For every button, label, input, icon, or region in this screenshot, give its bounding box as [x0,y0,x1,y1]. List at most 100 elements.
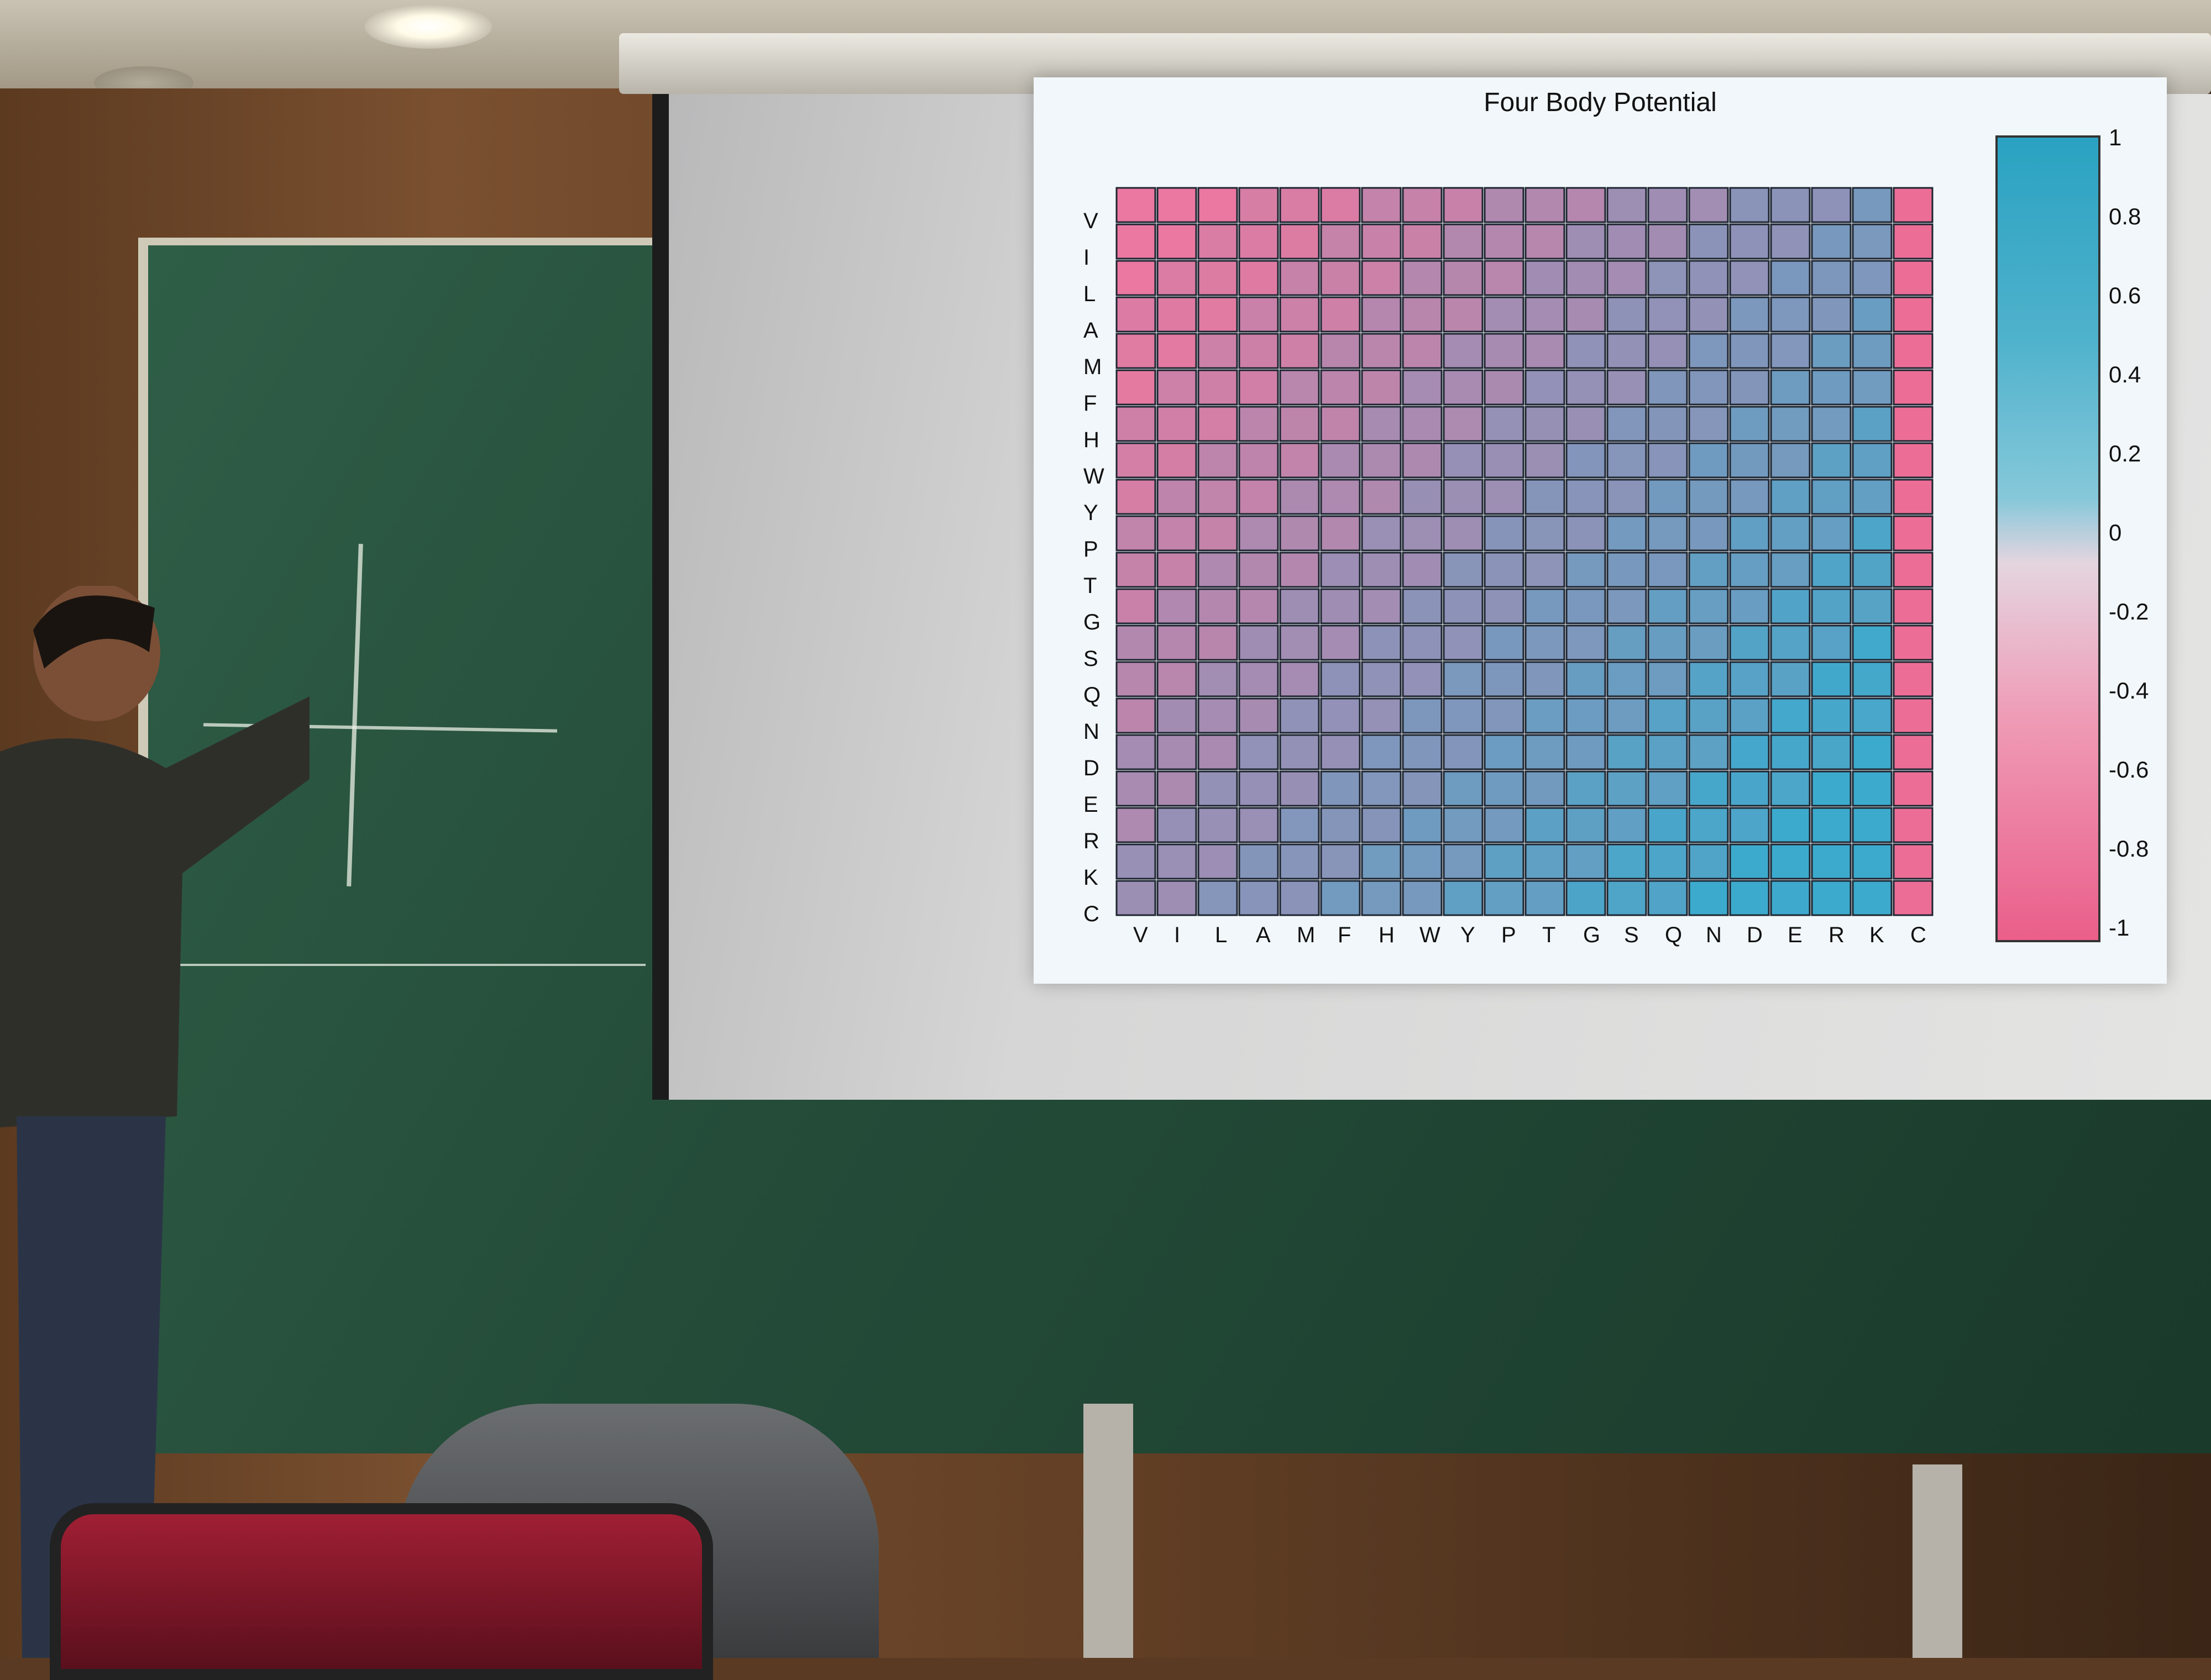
heatmap-cell-F-F [1320,369,1361,406]
heatmap-cell-K-G [1565,843,1606,880]
heatmap-cell-R-F [1320,807,1361,843]
row-label-M: M [1083,355,1102,379]
heatmap-cell-H-A [1238,406,1279,442]
heatmap-cell-H-N [1688,406,1729,442]
heatmap-cell-V-R [1811,187,1852,223]
heatmap-cell-N-A [1238,697,1279,734]
heatmap-cell-F-P [1484,369,1524,406]
heatmap-cell-H-L [1197,406,1238,442]
heatmap-cell-E-L [1197,770,1238,807]
heatmap-cell-S-K [1852,624,1893,661]
heatmap-cell-S-R [1811,624,1852,661]
colorbar-tick-label: 0.8 [2109,203,2141,229]
heatmap-cell-N-W [1402,697,1443,734]
heatmap-cell-Q-L [1197,661,1238,697]
row-label-P: P [1083,537,1098,561]
heatmap-cell-A-N [1688,296,1729,333]
column-label-D: D [1747,923,1763,947]
heatmap-cell-L-A [1238,260,1279,296]
row-label-W: W [1083,464,1104,489]
heatmap-cell-M-G [1565,333,1606,369]
column-label-H: H [1379,923,1395,947]
heatmap-cell-T-S [1606,552,1647,588]
heatmap-cell-A-T [1524,296,1565,333]
chalk-baseline [170,964,646,966]
heatmap-cell-Y-L [1197,479,1238,515]
presenter-shirt [0,696,310,1127]
heatmap-cell-I-M [1279,223,1320,260]
heatmap-cell-R-K [1852,807,1893,843]
heatmap-cell-Q-N [1688,661,1729,697]
heatmap-cell-V-W [1402,187,1443,223]
heatmap-cell-M-T [1524,333,1565,369]
heatmap-cell-H-I [1156,406,1197,442]
heatmap-cell-C-V [1115,880,1156,916]
heatmap-cell-G-F [1320,588,1361,624]
heatmap-cell-E-T [1524,770,1565,807]
heatmap-cell-F-T [1524,369,1565,406]
heatmap-cell-A-H [1361,296,1402,333]
heatmap-cell-V-Q [1647,187,1688,223]
heatmap-cell-M-Y [1443,333,1484,369]
heatmap-cell-P-H [1361,515,1402,552]
heatmap-cell-L-T [1524,260,1565,296]
heatmap-cell-K-A [1238,843,1279,880]
heatmap-cell-R-D [1729,807,1770,843]
heatmap-cell-F-W [1402,369,1443,406]
heatmap-cell-T-T [1524,552,1565,588]
heatmap-cell-G-C [1893,588,1934,624]
heatmap-cell-V-A [1238,187,1279,223]
heatmap-cell-A-C [1893,296,1934,333]
heatmap-cell-E-M [1279,770,1320,807]
heatmap-cell-W-R [1811,442,1852,479]
column-label-R: R [1828,923,1845,947]
heatmap-cell-D-C [1893,734,1934,770]
heatmap-cell-S-Q [1647,624,1688,661]
heatmap-cell-L-N [1688,260,1729,296]
heatmap-cell-G-V [1115,588,1156,624]
heatmap-cell-R-M [1279,807,1320,843]
heatmap-cell-A-V [1115,296,1156,333]
heatmap-cell-T-I [1156,552,1197,588]
heatmap-cell-A-E [1770,296,1811,333]
heatmap-cell-E-H [1361,770,1402,807]
slide-title: Four Body Potential [1484,88,1717,117]
heatmap-cell-S-F [1320,624,1361,661]
row-label-I: I [1083,245,1090,270]
heatmap-cell-Y-A [1238,479,1279,515]
heatmap-cell-F-N [1688,369,1729,406]
heatmap-cell-T-L [1197,552,1238,588]
presenter [0,586,310,1658]
heatmap-cell-W-E [1770,442,1811,479]
heatmap-cell-A-P [1484,296,1524,333]
heatmap-cell-H-H [1361,406,1402,442]
heatmap-cell-Y-I [1156,479,1197,515]
row-label-L: L [1083,282,1096,306]
heatmap-cell-T-H [1361,552,1402,588]
heatmap-cell-P-T [1524,515,1565,552]
heatmap-cell-Q-T [1524,661,1565,697]
heatmap-cell-W-Q [1647,442,1688,479]
heatmap-cell-I-V [1115,223,1156,260]
heatmap-cell-E-Q [1647,770,1688,807]
heatmap-cell-M-A [1238,333,1279,369]
heatmap-cell-N-V [1115,697,1156,734]
heatmap-cell-N-Q [1647,697,1688,734]
heatmap-cell-S-D [1729,624,1770,661]
heatmap-cell-R-T [1524,807,1565,843]
heatmap-cell-M-C [1893,333,1934,369]
heatmap-cell-C-F [1320,880,1361,916]
heatmap-cell-P-E [1770,515,1811,552]
heatmap-cell-Q-V [1115,661,1156,697]
presenter-hair [33,595,155,669]
heatmap-cell-L-V [1115,260,1156,296]
heatmap-cell-E-K [1852,770,1893,807]
row-label-D: D [1083,756,1099,780]
heatmap-cell-C-D [1729,880,1770,916]
row-label-G: G [1083,610,1101,634]
heatmap-cell-M-K [1852,333,1893,369]
heatmap-cell-Y-Q [1647,479,1688,515]
heatmap-cell-A-F [1320,296,1361,333]
heatmap-cell-T-Y [1443,552,1484,588]
heatmap-cell-Y-T [1524,479,1565,515]
